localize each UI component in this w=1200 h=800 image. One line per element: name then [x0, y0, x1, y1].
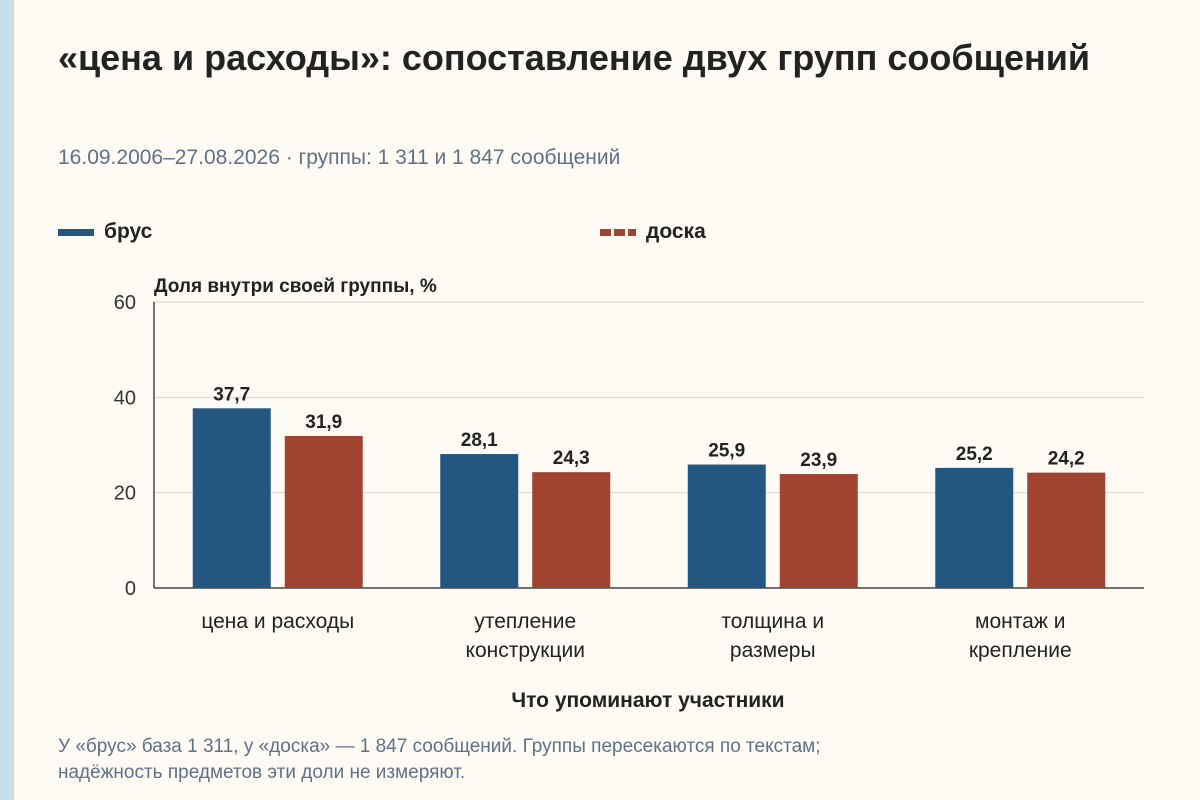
- data-label: 23,9: [800, 450, 837, 471]
- legend-swatch-doska: [600, 228, 636, 236]
- data-label: 24,3: [553, 448, 590, 469]
- bar-brus: [192, 408, 271, 588]
- bar-brus: [935, 467, 1014, 588]
- bar-doska: [779, 474, 858, 588]
- footnote-line-1: У «брус» база 1 311, у «доска» — 1 847 с…: [58, 736, 821, 757]
- data-label: 31,9: [305, 412, 342, 433]
- x-tick-label: толщина и: [721, 610, 824, 633]
- legend-item-brus: брус: [58, 220, 152, 244]
- x-tick-label: конструкции: [466, 639, 585, 662]
- legend-label-brus: брус: [104, 220, 153, 243]
- y-tick-label: 0: [125, 578, 136, 600]
- legend-item-doska: доска: [600, 220, 706, 244]
- x-axis-title: Что упоминают участники: [511, 689, 784, 712]
- footnote-line-2: надёжность предметов эти доли не измеряю…: [58, 762, 466, 783]
- data-label: 37,7: [213, 384, 250, 405]
- x-tick-label: цена и расходы: [201, 610, 354, 633]
- left-accent-strip: [0, 0, 14, 800]
- data-label: 28,1: [461, 430, 498, 451]
- bar-doska: [1027, 472, 1106, 588]
- legend-label-doska: доска: [646, 220, 706, 243]
- x-tick-label: утепление: [474, 610, 576, 633]
- y-axis-title: Доля внутри своей группы, %: [154, 276, 437, 297]
- bar-brus: [440, 454, 519, 588]
- y-tick-label: 60: [114, 292, 136, 314]
- bar-doska: [284, 435, 363, 588]
- data-label: 25,9: [708, 441, 745, 462]
- chart-subtitle: 16.09.2006–27.08.2026 · группы: 1 311 и …: [58, 146, 621, 169]
- data-label: 25,2: [956, 444, 993, 465]
- y-tick-label: 20: [114, 483, 136, 505]
- x-tick-label: монтаж и: [975, 610, 1065, 633]
- bar-brus: [687, 464, 766, 588]
- chart-title: «цена и расходы»: сопоставление двух гру…: [58, 37, 1091, 78]
- bar-doska: [532, 472, 611, 588]
- data-label: 24,2: [1048, 449, 1085, 470]
- y-tick-label: 40: [114, 387, 136, 409]
- legend-swatch-brus: [58, 228, 94, 236]
- x-tick-label: крепление: [969, 639, 1072, 662]
- footnote: У «брус» база 1 311, у «доска» — 1 847 с…: [58, 734, 1058, 786]
- x-tick-label: размеры: [730, 639, 816, 662]
- bar-chart: 0 20 40 60 Доля внутри своей группы, % 37,7 31…: [114, 276, 1144, 712]
